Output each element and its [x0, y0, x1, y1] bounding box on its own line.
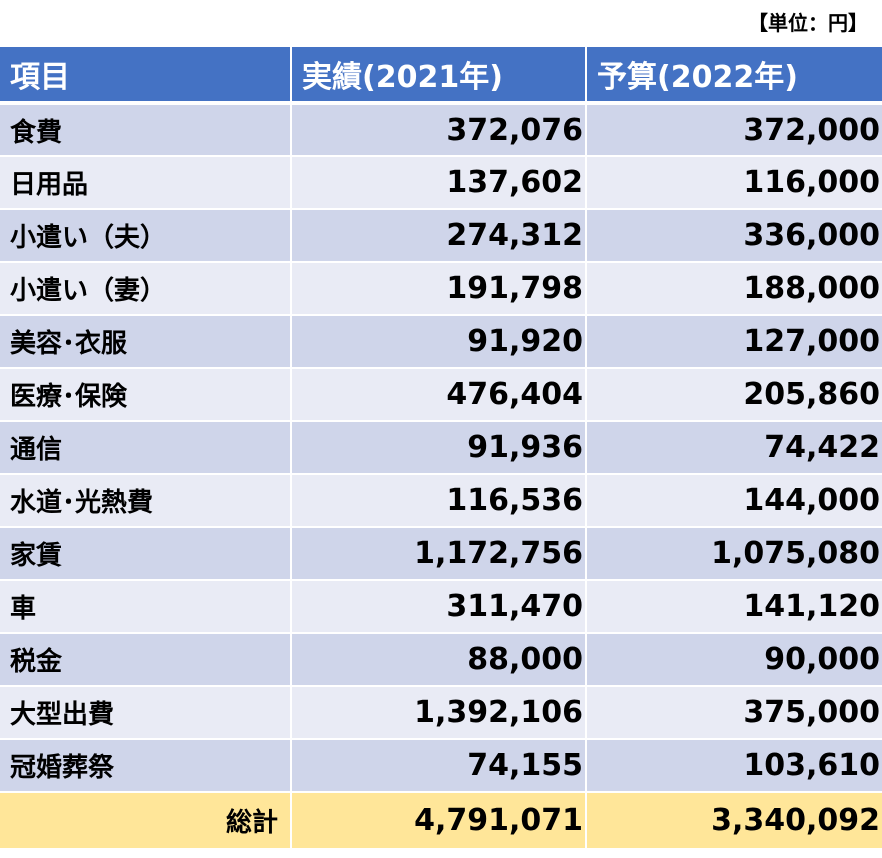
row-budget-value: 372,000: [586, 103, 882, 157]
row-item-label: 小遣い（妻）: [0, 262, 292, 316]
row-item-label: 税金: [0, 633, 292, 687]
row-budget-value: 144,000: [586, 474, 882, 528]
row-budget-value: 90,000: [586, 633, 882, 687]
table-row: 食費 372,076 372,000: [0, 103, 882, 157]
row-budget-value: 74,422: [586, 421, 882, 475]
total-row: 総計 4,791,071 3,340,092: [0, 792, 882, 848]
budget-table: 項目 実績(2021年) 予算(2022年) 食費 372,076 372,000 日…: [0, 47, 882, 848]
row-item-label: 小遣い（夫）: [0, 209, 292, 263]
row-budget-value: 188,000: [586, 262, 882, 316]
row-actual-value: 191,798: [291, 262, 587, 316]
table-row: 冠婚葬祭 74,155 103,610: [0, 739, 882, 793]
table-body: 食費 372,076 372,000 日用品 137,602 116,000 小遣い（夫） 2…: [0, 103, 882, 793]
row-budget-value: 127,000: [586, 315, 882, 369]
unit-label: 【単位：円】: [748, 11, 868, 35]
table-row: 通信 91,936 74,422: [0, 421, 882, 475]
table-row: 税金 88,000 90,000: [0, 633, 882, 687]
table-row: 大型出費 1,392,106 375,000: [0, 686, 882, 740]
table-row: 車 311,470 141,120: [0, 580, 882, 634]
total-actual: 4,791,071: [291, 792, 587, 848]
table-row: 美容･衣服 91,920 127,000: [0, 315, 882, 369]
table-row: 水道･光熱費 116,536 144,000: [0, 474, 882, 528]
row-budget-value: 116,000: [586, 156, 882, 210]
row-actual-value: 91,920: [291, 315, 587, 369]
row-item-label: 冠婚葬祭: [0, 739, 292, 793]
row-budget-value: 141,120: [586, 580, 882, 634]
row-actual-value: 74,155: [291, 739, 587, 793]
header-item: 項目: [0, 47, 292, 105]
row-item-label: 通信: [0, 421, 292, 475]
table-row: 医療･保険 476,404 205,860: [0, 368, 882, 422]
row-item-label: 食費: [0, 103, 292, 157]
row-item-label: 医療･保険: [0, 368, 292, 422]
row-actual-value: 1,392,106: [291, 686, 587, 740]
header-actual-2021: 実績(2021年): [291, 47, 587, 105]
table-row: 日用品 137,602 116,000: [0, 156, 882, 210]
row-budget-value: 336,000: [586, 209, 882, 263]
row-item-label: 日用品: [0, 156, 292, 210]
header-row: 項目 実績(2021年) 予算(2022年): [0, 47, 882, 105]
header-budget-2022: 予算(2022年): [586, 47, 882, 105]
row-actual-value: 372,076: [291, 103, 587, 157]
row-item-label: 美容･衣服: [0, 315, 292, 369]
row-actual-value: 311,470: [291, 580, 587, 634]
table-footer: 総計 4,791,071 3,340,092: [0, 792, 882, 848]
row-budget-value: 375,000: [586, 686, 882, 740]
table-header: 項目 実績(2021年) 予算(2022年): [0, 47, 882, 105]
row-actual-value: 274,312: [291, 209, 587, 263]
table-row: 小遣い（妻） 191,798 188,000: [0, 262, 882, 316]
row-item-label: 車: [0, 580, 292, 634]
row-budget-value: 103,610: [586, 739, 882, 793]
row-actual-value: 116,536: [291, 474, 587, 528]
table-row: 小遣い（夫） 274,312 336,000: [0, 209, 882, 263]
row-budget-value: 1,075,080: [586, 527, 882, 581]
total-budget: 3,340,092: [586, 792, 882, 848]
row-budget-value: 205,860: [586, 368, 882, 422]
row-item-label: 家賃: [0, 527, 292, 581]
row-item-label: 大型出費: [0, 686, 292, 740]
row-actual-value: 1,172,756: [291, 527, 587, 581]
table-row: 家賃 1,172,756 1,075,080: [0, 527, 882, 581]
row-item-label: 水道･光熱費: [0, 474, 292, 528]
total-label: 総計: [0, 792, 292, 848]
row-actual-value: 476,404: [291, 368, 587, 422]
row-actual-value: 88,000: [291, 633, 587, 687]
row-actual-value: 137,602: [291, 156, 587, 210]
row-actual-value: 91,936: [291, 421, 587, 475]
